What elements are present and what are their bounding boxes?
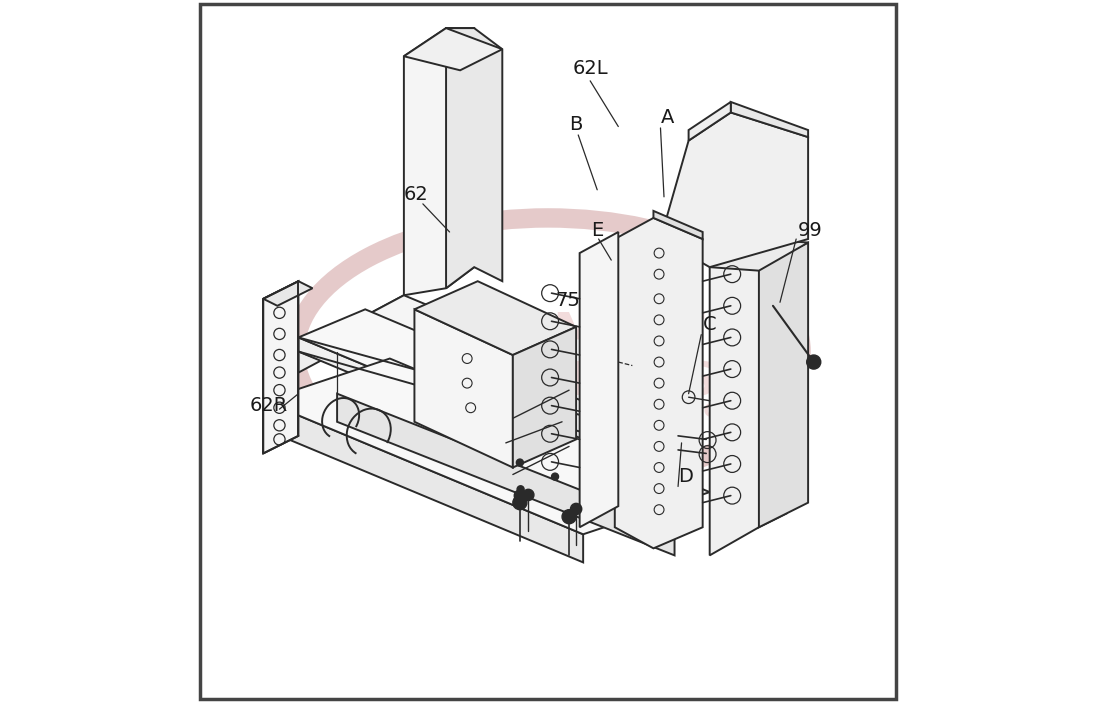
Polygon shape <box>298 337 618 485</box>
Polygon shape <box>580 232 618 527</box>
Text: 99: 99 <box>798 221 822 240</box>
Text: C: C <box>703 316 717 335</box>
Polygon shape <box>615 218 703 548</box>
Polygon shape <box>263 359 710 534</box>
Text: EQUIPMENT: EQUIPMENT <box>390 311 706 356</box>
Polygon shape <box>710 239 787 555</box>
Polygon shape <box>298 295 404 373</box>
Text: B: B <box>569 115 582 134</box>
Text: 62R: 62R <box>249 396 287 415</box>
Polygon shape <box>404 28 502 70</box>
Polygon shape <box>404 28 475 295</box>
Text: INC.: INC. <box>681 401 726 421</box>
Text: D: D <box>678 467 693 486</box>
Text: A: A <box>661 108 674 127</box>
Polygon shape <box>710 239 808 271</box>
Circle shape <box>571 503 582 515</box>
Circle shape <box>516 459 524 466</box>
Circle shape <box>523 489 534 501</box>
Polygon shape <box>263 401 583 562</box>
Polygon shape <box>758 239 808 527</box>
Polygon shape <box>414 309 513 467</box>
Polygon shape <box>731 102 808 137</box>
Polygon shape <box>298 295 446 369</box>
Circle shape <box>551 473 559 480</box>
Circle shape <box>517 486 524 493</box>
Polygon shape <box>446 28 502 288</box>
Polygon shape <box>338 394 674 555</box>
Polygon shape <box>263 281 312 306</box>
Polygon shape <box>653 211 703 239</box>
Polygon shape <box>263 281 298 453</box>
Circle shape <box>807 355 821 369</box>
Polygon shape <box>513 327 576 467</box>
Text: 75: 75 <box>555 291 580 310</box>
Polygon shape <box>298 309 682 471</box>
Text: SPECIALISTS: SPECIALISTS <box>379 361 717 406</box>
Polygon shape <box>414 281 576 355</box>
Polygon shape <box>263 387 295 408</box>
Text: 62L: 62L <box>572 59 608 78</box>
Circle shape <box>562 510 576 524</box>
Polygon shape <box>661 112 808 267</box>
Polygon shape <box>688 102 731 141</box>
Circle shape <box>513 496 527 510</box>
Circle shape <box>514 490 525 501</box>
Text: E: E <box>592 221 604 240</box>
Text: 62: 62 <box>404 186 429 205</box>
